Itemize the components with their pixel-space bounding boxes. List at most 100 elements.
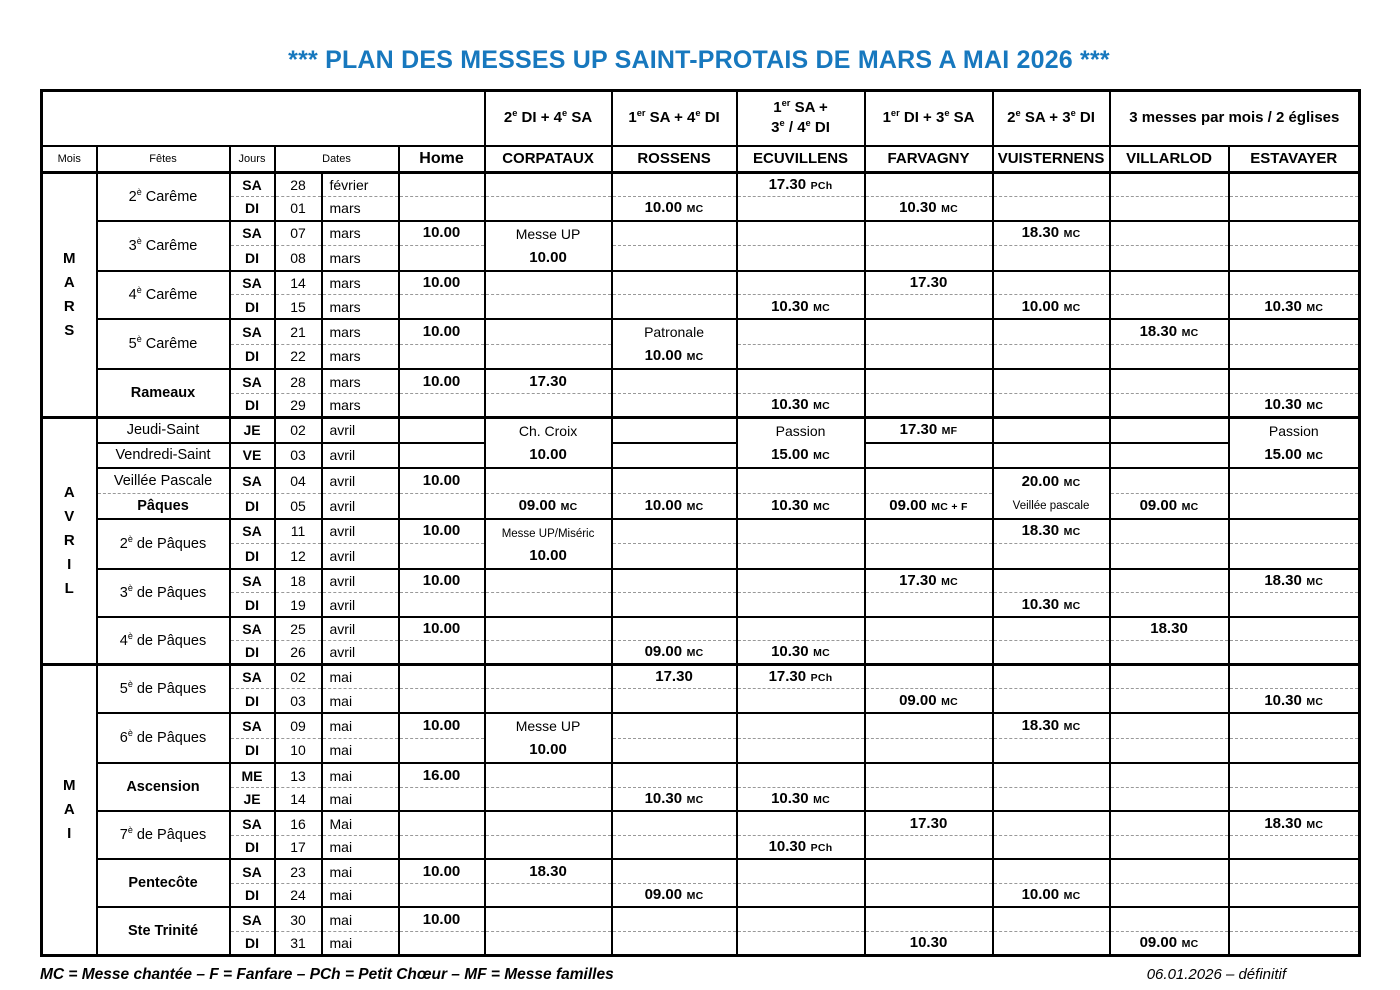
schedule-pattern-header: 1er SA + 4e DI [610,90,737,146]
mass-cell-corpataux [483,196,612,221]
mass-cell-villarlod [1108,786,1229,812]
schedule-row: Pentecôte SA 23 mai 10.00 18.30 [42,858,1360,908]
feast-cell: 2è de Pâques [95,517,230,569]
mass-cell-farvagny [863,711,993,739]
date-number-cell: 11 [273,517,322,544]
home-cellhome [397,245,485,271]
mass-cell-estavayer [1227,762,1360,788]
mass-cell-estavayer [1227,615,1360,641]
schedule-row: DI 01 mars 10.00 MC 10.30 MC [42,196,1360,221]
home-cellhome [397,882,485,908]
mass-cell-estavayer [1227,171,1360,197]
header-blank-cell [42,91,485,146]
mass-cell-vuisternens: 18.30 MC [991,711,1110,739]
mass-cell-farvagny [863,467,993,494]
day-cell: SA [228,567,275,593]
schedule-row: DI 26 avril 09.00 MC 10.30 MC [42,640,1360,665]
mass-cell-estavayer [1227,196,1360,221]
mass-cell-rossens: 09.00 MC [610,882,737,908]
mass-cell-vuisternens [991,269,1110,295]
mass-cell-ecuvillens [735,906,865,932]
mass-cell-estavayer [1227,930,1360,956]
mass-cell-villarlod [1108,640,1229,665]
date-number-cell: 21 [273,317,322,345]
date-number-cell: 07 [273,219,322,246]
home-cellhome [397,688,485,713]
schedule-pattern-header: 1er SA +3e / 4e DI [735,90,865,146]
schedule-row: Ste Trinité SA 30 mai 10.00 [42,906,1360,956]
day-cell: JE [228,415,275,443]
mass-cell-corpataux: 17.30 [483,368,612,394]
day-cell: DI [228,294,275,319]
mass-cell-farvagny [863,640,993,665]
column-header-ecuvillens: ECUVILLENS [735,144,865,173]
schedule-row: 5è Carême SA 21 mars 10.00 Patronale 10.00 MC 1… [42,317,1360,370]
mass-cell-corpataux: Messe UP 10.00 [483,711,612,764]
schedule-row: 4è de Pâques SA 25 avril 10.00 18.30 [42,615,1360,665]
mass-cell-estavayer [1227,368,1360,394]
mass-cell-corpataux [483,467,612,494]
mass-cell-villarlod [1108,171,1229,197]
date-month-cell: février [320,171,399,197]
mass-cell-corpataux [483,762,612,788]
mass-cell-villarlod [1108,343,1229,370]
mass-cell-farvagny [863,762,993,788]
mass-cell-estavayer: 10.30 MC [1227,392,1360,418]
mass-cell-ecuvillens [735,343,865,370]
mass-cell-corpataux [483,615,612,641]
mass-cell-vuisternens [991,810,1110,836]
mass-cell-ecuvillens [735,567,865,593]
mass-cell-farvagny: 17.30 [863,269,993,295]
feast-cell: 2è Carême [95,171,230,221]
date-number-cell: 19 [273,592,322,617]
mass-cell-vuisternens: 20.00 MC Veillée pascale [991,467,1110,519]
schedule-pattern-header: 2e DI + 4e SA [483,90,612,146]
feast-cell: 3è Carême [95,219,230,271]
mass-cell-villarlod [1108,368,1229,394]
date-month-cell: mars [320,219,399,246]
mass-cell-ecuvillens [735,269,865,295]
schedule-row: 3è de Pâques SA 18 avril 10.00 17.30 MC 18.30 … [42,567,1360,617]
mass-cell-rossens: 09.00 MC [610,640,737,665]
mass-cell-ecuvillens [735,858,865,884]
legend-text: MC = Messe chantée – F = Fanfare – PCh =… [40,965,614,983]
day-cell: SA [228,810,275,836]
mass-cell-corpataux [483,640,612,665]
column-header-ftes: Fêtes [95,144,230,173]
mass-cell-ecuvillens [735,592,865,617]
home-cellhome: 10.00 [397,567,485,593]
day-cell: SA [228,368,275,394]
mass-cell-rossens [610,219,737,246]
mass-cell-rossens [610,930,737,956]
date-number-cell: 12 [273,543,322,569]
mass-cell-vuisternens: 18.30 MC [991,517,1110,544]
mass-cell-ecuvillens: 10.30 MC [735,640,865,665]
mass-cell-rossens [610,269,737,295]
mass-cell-corpataux [483,392,612,418]
mass-cell-rossens [610,245,737,271]
mass-cell-farvagny [863,663,993,689]
mass-cell-ecuvillens [735,688,865,713]
day-cell: SA [228,219,275,246]
home-cellhome: 10.00 [397,711,485,739]
day-cell: SA [228,711,275,739]
schedule-row: 2è de Pâques SA 11 avril 10.00 Messe UP/Misér… [42,517,1360,569]
mass-cell-estavayer [1227,317,1360,345]
day-cell: DI [228,882,275,908]
date-number-cell: 08 [273,245,322,271]
mass-cell-corpataux [483,567,612,593]
mass-cell-rossens [610,615,737,641]
mass-cell-vuisternens [991,688,1110,713]
mass-cell-ecuvillens [735,810,865,836]
date-month-cell: mars [320,368,399,394]
day-cell: JE [228,786,275,812]
mass-cell-corpataux [483,786,612,812]
page-title: *** PLAN DES MESSES UP SAINT-PROTAIS DE … [288,46,1110,74]
mass-cell-villarlod [1108,906,1229,932]
mass-cell-farvagny [863,543,993,569]
mass-cell-villarlod [1108,467,1229,494]
home-cellhome: 10.00 [397,906,485,932]
date-number-cell: 30 [273,906,322,932]
feast-cell: Vendredi-Saint [95,441,230,469]
